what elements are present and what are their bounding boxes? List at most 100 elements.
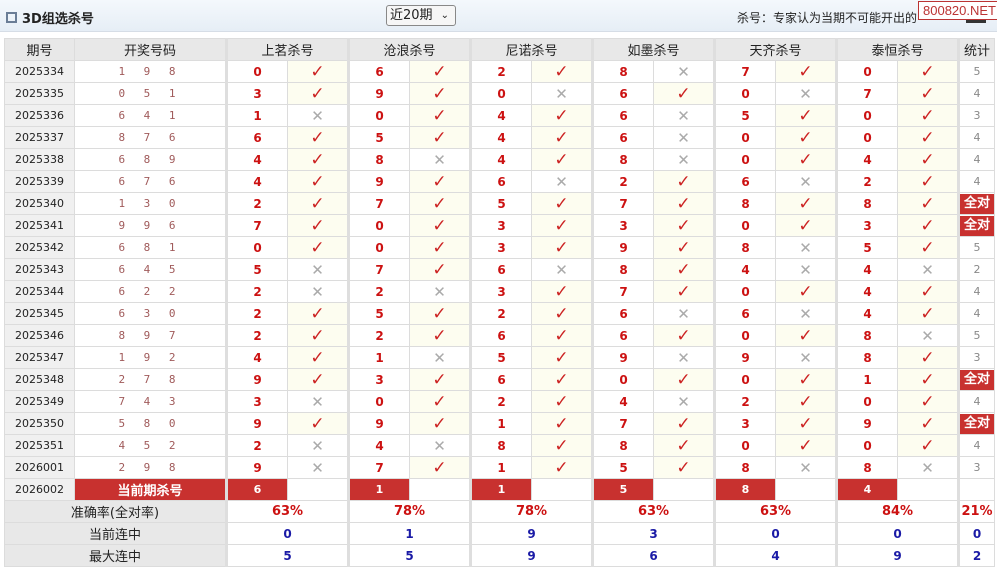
draw-number: 1 9 2 — [74, 346, 227, 369]
check-icon: ✓ — [897, 368, 959, 391]
kill-number: 9 — [225, 456, 288, 479]
kill-number: 5 — [469, 346, 532, 369]
issue-cell: 2025347 — [4, 346, 75, 369]
kill-number: 3 — [469, 214, 532, 237]
kill-number: 2 — [347, 280, 410, 303]
kill-number: 4 — [835, 258, 898, 281]
kill-number: 6 — [591, 104, 654, 127]
issue-cell: 2025341 — [4, 214, 75, 237]
kill-number: 3 — [469, 280, 532, 303]
check-icon: ✓ — [531, 412, 593, 435]
check-icon: ✓ — [287, 214, 349, 237]
check-icon: ✓ — [897, 104, 959, 127]
issue-cell: 2025336 — [4, 104, 75, 127]
check-icon: ✓ — [775, 214, 837, 237]
stat-value: 3 — [973, 461, 981, 474]
table-row: 2025337 8 7 6 6 ✓ 5 ✓ 4 ✓ 6 ✕ 0 ✓ 0 ✓ 4 — [4, 126, 995, 149]
current-kill-number: 5 — [591, 478, 654, 501]
kill-number: 0 — [835, 434, 898, 457]
check-icon: ✓ — [897, 192, 959, 215]
kill-number: 2 — [225, 302, 288, 325]
kill-number: 2 — [591, 170, 654, 193]
kill-number: 6 — [591, 302, 654, 325]
stat-cell: 4 — [957, 302, 995, 325]
kill-number: 5 — [347, 302, 410, 325]
cross-icon: ✕ — [409, 434, 471, 457]
current-kill-number: 1 — [469, 478, 532, 501]
current-label: 当前期杀号 — [74, 478, 227, 501]
check-icon: ✓ — [531, 214, 593, 237]
kill-number: 9 — [225, 368, 288, 391]
check-icon: ✓ — [531, 60, 593, 83]
issue-cell: 2025343 — [4, 258, 75, 281]
cross-icon: ✕ — [775, 346, 837, 369]
draw-number: 6 4 1 — [74, 104, 227, 127]
check-icon: ✓ — [409, 324, 471, 347]
cross-icon: ✕ — [775, 456, 837, 479]
cross-icon: ✕ — [897, 324, 959, 347]
check-icon: ✓ — [897, 214, 959, 237]
kill-number: 3 — [713, 412, 776, 435]
stat-cell: 3 — [957, 346, 995, 369]
check-icon: ✓ — [653, 170, 715, 193]
table-row: 2025341 9 9 6 7 ✓ 0 ✓ 3 ✓ 3 ✓ 0 ✓ 3 ✓ 全对 — [4, 214, 995, 237]
check-icon: ✓ — [409, 412, 471, 435]
check-icon: ✓ — [775, 148, 837, 171]
kill-number: 9 — [347, 170, 410, 193]
issue-cell: 2025340 — [4, 192, 75, 215]
kill-number: 0 — [713, 434, 776, 457]
draw-number: 8 9 7 — [74, 324, 227, 347]
stat-value: 4 — [973, 307, 981, 320]
stat-cell: 全对 — [957, 412, 995, 435]
check-icon: ✓ — [409, 302, 471, 325]
cross-icon: ✕ — [287, 434, 349, 457]
empty-cell — [287, 478, 349, 501]
issue-cell: 2025346 — [4, 324, 75, 347]
kill-number: 6 — [225, 126, 288, 149]
kill-number: 1 — [835, 368, 898, 391]
cross-icon: ✕ — [897, 456, 959, 479]
empty-cell — [409, 478, 471, 501]
check-icon: ✓ — [653, 434, 715, 457]
kill-number: 1 — [469, 412, 532, 435]
stat-cell: 全对 — [957, 192, 995, 215]
menu-button[interactable] — [966, 19, 986, 23]
issue-cell: 2026001 — [4, 456, 75, 479]
summary-value: 84% — [835, 500, 959, 523]
kill-table: 期号 开奖号码 上茗杀号 沧浪杀号 尼诺杀号 如墨杀号 天齐杀号 泰恒杀号 统计 20253… — [4, 38, 995, 567]
kill-number: 2 — [225, 324, 288, 347]
kill-number: 0 — [347, 390, 410, 413]
stat-value: 4 — [973, 285, 981, 298]
check-icon: ✓ — [775, 192, 837, 215]
stat-cell: 4 — [957, 170, 995, 193]
all-correct-badge: 全对 — [961, 193, 994, 214]
empty-cell — [897, 478, 959, 501]
kill-number: 8 — [713, 236, 776, 259]
kill-number: 8 — [591, 60, 654, 83]
period-select[interactable]: 近20期 ⌄ — [386, 5, 456, 26]
issue-cell: 2025344 — [4, 280, 75, 303]
kill-number: 8 — [347, 148, 410, 171]
kill-number: 2 — [469, 60, 532, 83]
check-icon: ✓ — [287, 82, 349, 105]
kill-number: 7 — [347, 258, 410, 281]
check-icon: ✓ — [287, 126, 349, 149]
cross-icon: ✕ — [653, 346, 715, 369]
check-icon: ✓ — [775, 126, 837, 149]
kill-number: 4 — [469, 148, 532, 171]
kill-number: 4 — [225, 148, 288, 171]
summary-stat: 21% — [957, 500, 995, 523]
kill-number: 6 — [469, 324, 532, 347]
summary-value: 3 — [591, 522, 715, 545]
summary-value: 78% — [469, 500, 593, 523]
all-correct-badge: 全对 — [961, 413, 994, 434]
all-correct-badge: 全对 — [961, 215, 994, 236]
col-draw: 开奖号码 — [74, 38, 227, 61]
check-icon: ✓ — [653, 214, 715, 237]
check-icon: ✓ — [897, 148, 959, 171]
summary-row: 当前连中 0 1 9 3 0 0 0 — [4, 522, 995, 545]
table-header: 期号 开奖号码 上茗杀号 沧浪杀号 尼诺杀号 如墨杀号 天齐杀号 泰恒杀号 统计 — [4, 38, 995, 61]
summary-value: 0 — [835, 522, 959, 545]
kill-number: 2 — [225, 434, 288, 457]
col-expert: 沧浪杀号 — [347, 38, 471, 61]
